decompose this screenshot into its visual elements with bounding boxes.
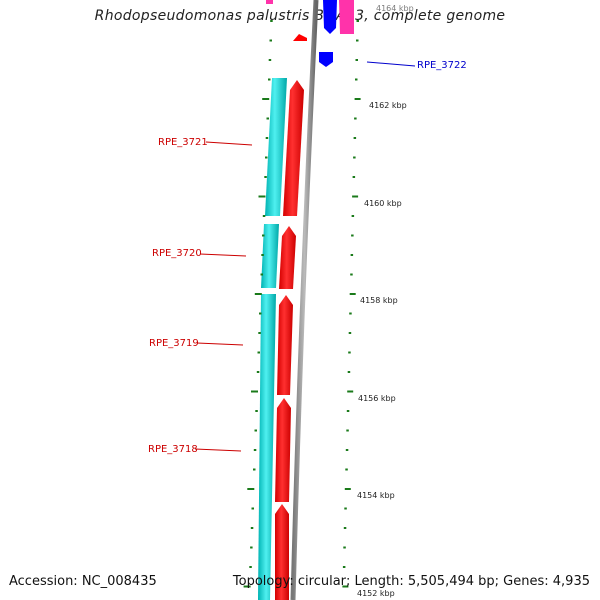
label-rpe-3718: RPE_3718 — [148, 444, 198, 455]
tick-mark — [347, 390, 354, 393]
tick-mark — [351, 234, 354, 237]
tick-mark — [258, 195, 266, 198]
gene-next-arrow — [275, 504, 289, 600]
tick-mark — [348, 351, 351, 354]
tick-mark — [253, 449, 257, 451]
label-rpe-3719: RPE_3719 — [149, 338, 199, 349]
tick-mark — [269, 39, 272, 42]
map-title: Rhodopseudomonas palustris BisA53, compl… — [94, 8, 506, 24]
kbp-label-4156: 4156 kbp — [358, 394, 396, 403]
tick-mark — [353, 156, 356, 159]
tick-mark — [243, 585, 251, 588]
cds-rpe-3719-3718 — [258, 294, 276, 600]
tick-mark — [351, 215, 355, 217]
kbp-label-4158: 4158 kbp — [360, 296, 398, 305]
tick-mark — [350, 273, 353, 276]
reverse-gene-top — [323, 0, 337, 34]
tick-mark — [354, 98, 361, 100]
tick-mark — [343, 546, 346, 549]
tick-mark — [343, 527, 347, 529]
tick-mark — [262, 234, 265, 237]
tick-mark — [345, 449, 349, 451]
tick-mark — [270, 20, 273, 22]
label-rpe-3720: RPE_3720 — [152, 248, 202, 259]
label-rpe-3721: RPE_3721 — [158, 137, 208, 148]
tick-mark — [355, 59, 358, 61]
tick-mark — [262, 98, 270, 100]
tick-mark — [344, 488, 351, 490]
tick-mark — [342, 585, 349, 588]
tick-mark — [356, 39, 359, 42]
forward-genes — [275, 80, 304, 600]
gene-rpe-3722-shape — [319, 52, 333, 67]
tick-mark — [355, 78, 358, 81]
kbp-label-4162: 4162 kbp — [369, 101, 407, 110]
accession-text: Accession: NC_008435 — [9, 574, 157, 589]
tick-mark — [346, 429, 349, 432]
tick-mark — [254, 293, 262, 295]
label-rpe-3722: RPE_3722 — [417, 60, 467, 71]
tick-mark — [352, 176, 356, 178]
tick-mark — [266, 117, 269, 120]
outer-tick-marks — [342, 20, 361, 588]
gene-rpe-3719-arrow — [277, 295, 293, 395]
tick-mark — [247, 488, 255, 490]
tick-mark — [349, 293, 356, 295]
gene-rpe-3720-arrow — [279, 226, 296, 289]
gene-rpe-3721-arrow — [283, 80, 304, 216]
topology-text: Topology: circular; Length: 5,505,494 bp… — [232, 574, 590, 589]
tick-mark — [349, 312, 352, 315]
tick-mark — [251, 507, 254, 510]
tick-mark — [257, 351, 260, 354]
tick-mark — [264, 176, 267, 178]
tick-mark — [250, 527, 254, 529]
tick-mark — [344, 507, 347, 510]
tick-mark — [268, 59, 272, 61]
top-features — [266, 0, 354, 67]
kbp-label-4154: 4154 kbp — [357, 491, 395, 500]
tick-mark — [249, 566, 252, 568]
tick-mark — [260, 273, 263, 276]
tick-mark — [256, 371, 260, 373]
cds-track — [258, 78, 287, 600]
tick-mark — [259, 312, 262, 315]
tick-mark — [251, 390, 258, 393]
kbp-label-4164: 4164 kbp — [376, 4, 414, 13]
tick-mark — [265, 156, 268, 159]
inner-tick-marks — [243, 20, 273, 588]
backbone — [290, 0, 319, 600]
tick-mark — [262, 215, 266, 217]
tick-mark — [347, 371, 351, 373]
tick-mark — [254, 429, 257, 432]
kbp-label-4160: 4160 kbp — [364, 199, 402, 208]
tick-mark — [250, 546, 253, 549]
kbp-label-4152: 4152 kbp — [357, 589, 395, 598]
forward-gene-tip — [293, 34, 307, 41]
tick-mark — [348, 332, 352, 334]
tick-mark — [346, 410, 350, 412]
tick-mark — [268, 78, 271, 81]
gene-rpe-3718-arrow — [275, 398, 291, 502]
tick-mark — [353, 137, 357, 139]
cds-rpe-3720 — [261, 224, 279, 288]
gene-labels[interactable]: RPE_3722 RPE_3721 RPE_3720 RPE_3719 RPE_… — [148, 60, 467, 455]
tick-mark — [350, 254, 354, 256]
tick-mark — [258, 332, 261, 334]
tick-mark — [352, 195, 359, 198]
tick-mark — [356, 20, 359, 22]
tick-mark — [253, 468, 256, 471]
tick-mark — [265, 137, 269, 139]
tick-mark — [255, 410, 258, 412]
tick-mark — [354, 117, 357, 120]
cds-rpe-3721 — [265, 78, 287, 216]
feature-magenta — [339, 0, 354, 34]
tick-mark — [261, 254, 264, 256]
tick-mark — [342, 566, 346, 568]
tick-mark — [345, 468, 348, 471]
scale-labels: 4164 kbp 4162 kbp 4160 kbp 4158 kbp 4156… — [357, 4, 414, 598]
